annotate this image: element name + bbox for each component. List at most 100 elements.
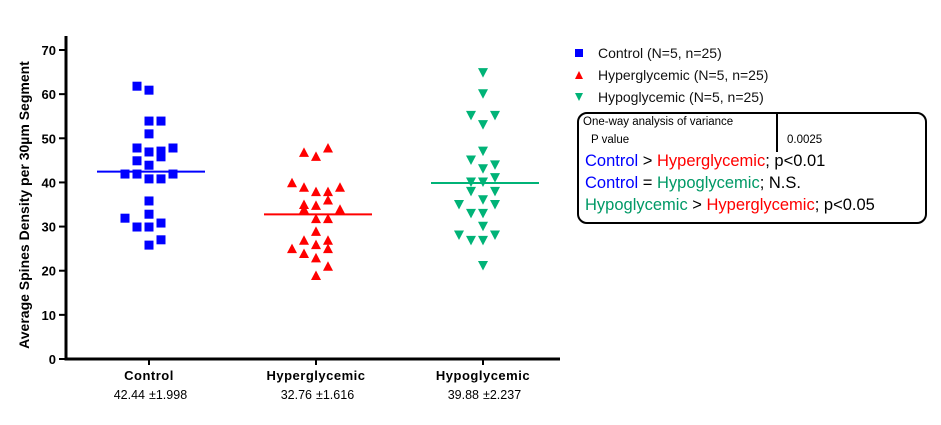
data-point [323, 213, 333, 224]
data-point [299, 182, 309, 192]
comparison-b: Hyperglycemic [706, 196, 815, 214]
data-point [478, 89, 488, 99]
data-point [490, 186, 500, 197]
y-tick-label: 60 [42, 87, 56, 102]
data-point [454, 230, 464, 241]
y-tick-label: 50 [42, 131, 56, 146]
data-point [466, 186, 476, 197]
y-tick-label: 10 [42, 308, 56, 323]
data-point [311, 252, 321, 263]
data-point [132, 222, 142, 232]
data-point [299, 147, 309, 157]
data-point [335, 204, 345, 214]
data-point [311, 226, 321, 236]
data-point [478, 164, 488, 174]
mean-label: 39.88 [448, 388, 479, 402]
data-point [120, 213, 130, 223]
data-point [323, 186, 333, 197]
sem-label: ±2.237 [483, 388, 521, 402]
data-point [299, 235, 309, 245]
data-point [299, 204, 309, 214]
data-point [490, 173, 500, 183]
p-value: 0.0025 [787, 134, 823, 146]
data-point [478, 195, 488, 205]
data-point [466, 235, 476, 246]
comparison-result: ; N.S. [759, 174, 801, 192]
data-point [478, 208, 488, 219]
data-point [466, 110, 476, 121]
data-point [323, 142, 333, 153]
y-tick-label: 30 [42, 220, 56, 235]
comparison-b: Hypoglycemic [657, 174, 760, 192]
data-point [323, 235, 333, 245]
data-point [478, 146, 488, 157]
legend: Control (N=5, n=25) Hyperglycemic (N=5, … [574, 42, 768, 108]
triangle-down-marker-icon [574, 89, 598, 105]
data-point [144, 85, 154, 95]
legend-item-control: Control (N=5, n=25) [574, 42, 768, 64]
legend-label: Hyperglycemic (N=5, n=25) [598, 67, 769, 83]
data-point [311, 186, 321, 197]
data-point [311, 270, 321, 281]
data-point [132, 169, 142, 179]
comparison-op: > [687, 196, 707, 214]
data-point [168, 169, 178, 179]
data-point [490, 200, 500, 210]
sem-label: ±1.998 [149, 388, 187, 402]
data-point [311, 200, 321, 210]
data-point [144, 147, 154, 157]
triangle-up-marker-icon [574, 67, 598, 83]
mean-label: 32.76 [281, 388, 312, 402]
data-point [466, 155, 476, 165]
data-point [120, 169, 130, 179]
data-point [156, 174, 166, 184]
y-tick-label: 0 [49, 352, 56, 367]
data-point [132, 143, 142, 153]
comparison-1: Control > Hyperglycemic; p<0.01 [585, 152, 825, 171]
data-point [454, 200, 464, 210]
data-point [299, 199, 309, 209]
square-marker-icon [574, 45, 598, 61]
data-point [478, 120, 488, 130]
data-point [490, 160, 500, 170]
data-point [144, 209, 154, 219]
y-tick-label: 40 [42, 175, 56, 190]
data-point [323, 261, 333, 271]
y-tick-label: 70 [42, 43, 56, 58]
comparison-a: Control [585, 174, 639, 192]
data-point [311, 151, 321, 161]
legend-label: Hypoglycemic (N=5, n=25) [598, 89, 764, 105]
data-point [323, 195, 333, 205]
data-point [156, 152, 166, 162]
data-point [144, 240, 154, 250]
data-point [156, 146, 166, 156]
comparison-a: Control [585, 152, 639, 170]
data-point [335, 182, 345, 192]
comparison-result: ; p<0.01 [765, 152, 826, 170]
data-point [132, 156, 142, 166]
data-point [466, 208, 476, 219]
sem-label: ±1.616 [316, 388, 354, 402]
data-point [323, 243, 333, 254]
anova-stats-box: One-way analysis of variance P value 0.0… [577, 112, 927, 224]
data-point [311, 213, 321, 224]
data-point [478, 235, 488, 246]
comparison-op: > [638, 152, 658, 170]
data-point [132, 81, 142, 91]
data-point [478, 221, 488, 232]
data-point [490, 110, 500, 121]
data-point [156, 218, 166, 228]
y-axis-label: Average Spines Density per 30µm Segment [16, 61, 32, 349]
comparison-a: Hypoglycemic [585, 196, 688, 214]
anova-header: One-way analysis of variance [583, 116, 734, 128]
y-tick-label: 20 [42, 264, 56, 279]
data-point [299, 248, 309, 258]
x-tick-label: Control [124, 368, 174, 383]
comparison-op: = [638, 174, 658, 192]
data-point [287, 177, 297, 188]
data-point [144, 222, 154, 232]
data-point [156, 235, 166, 245]
data-point [144, 116, 154, 126]
divider [776, 114, 778, 152]
